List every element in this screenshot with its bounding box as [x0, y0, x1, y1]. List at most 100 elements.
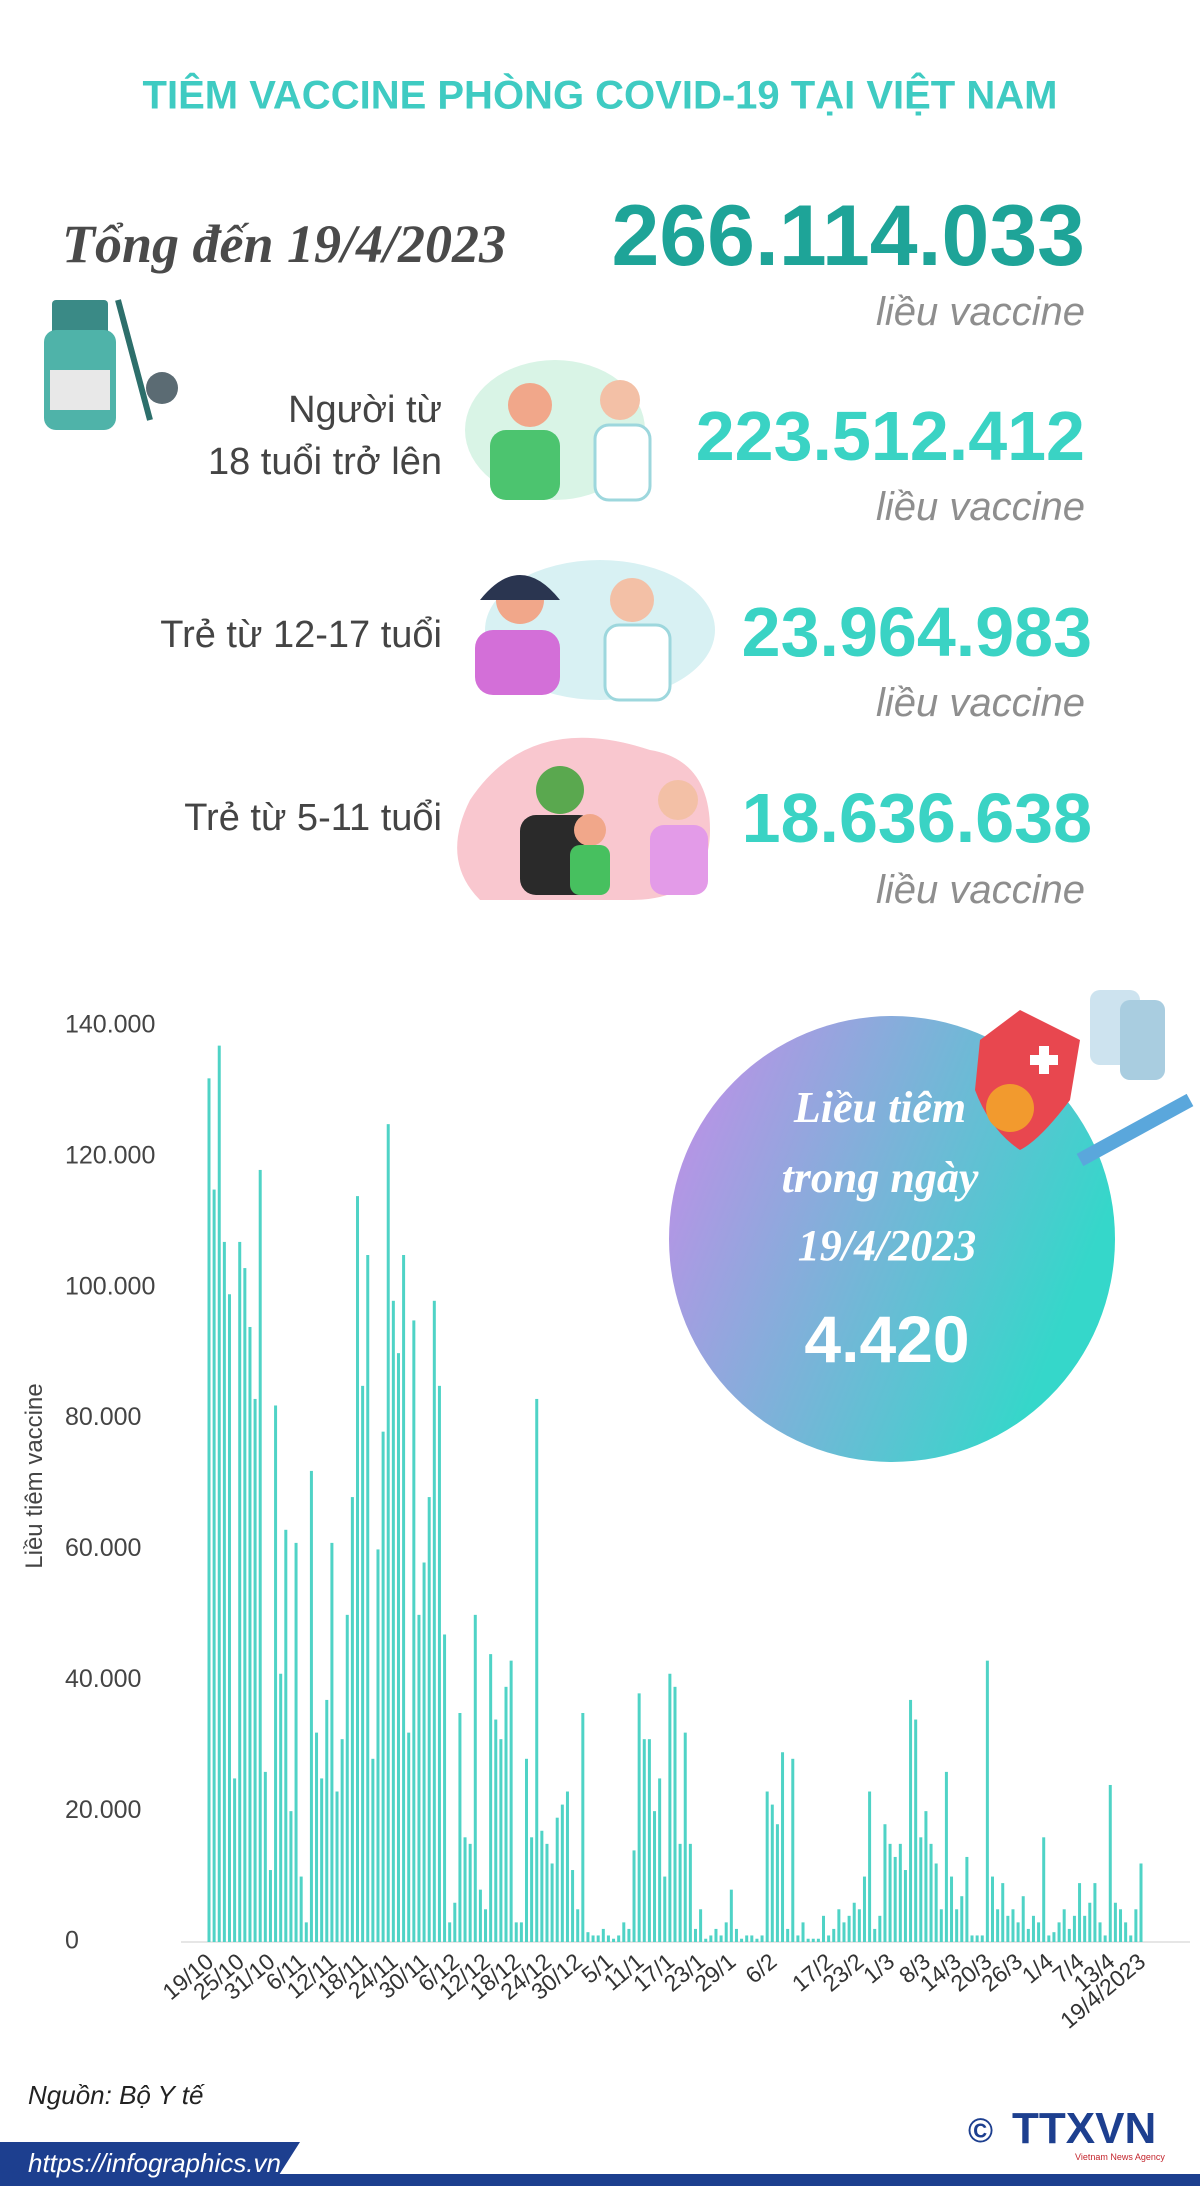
bar — [1042, 1837, 1046, 1942]
illustration-adults — [465, 360, 652, 502]
bar — [975, 1935, 979, 1942]
bar — [668, 1673, 672, 1942]
bar — [888, 1843, 892, 1942]
bar — [852, 1902, 856, 1942]
bar — [842, 1922, 846, 1942]
bar — [325, 1699, 329, 1942]
bar — [970, 1935, 974, 1942]
bar — [673, 1686, 677, 1942]
bar — [519, 1922, 523, 1942]
bar — [1083, 1915, 1087, 1942]
bar — [494, 1719, 498, 1942]
bar — [857, 1909, 861, 1942]
bar — [381, 1431, 385, 1942]
y-tick-label: 0 — [65, 1927, 79, 1955]
bar — [330, 1542, 334, 1942]
group-label: Trẻ từ 5-11 tuổi — [184, 797, 442, 839]
bar — [591, 1935, 595, 1942]
bar — [990, 1876, 994, 1942]
bar — [898, 1843, 902, 1942]
bar — [509, 1660, 513, 1942]
bar — [693, 1928, 697, 1942]
total-label: Tổng đến 19/4/2023 — [62, 214, 506, 274]
bar — [596, 1935, 600, 1942]
bar — [366, 1255, 370, 1942]
total-value: 266.114.033 — [611, 188, 1085, 284]
bar — [253, 1398, 257, 1942]
bar — [299, 1876, 303, 1942]
bar — [309, 1470, 313, 1942]
bar — [862, 1876, 866, 1942]
bar — [786, 1928, 790, 1942]
bar — [1011, 1909, 1015, 1942]
bar — [1016, 1922, 1020, 1942]
bar — [612, 1938, 616, 1942]
bar — [484, 1909, 488, 1942]
bar — [453, 1902, 457, 1942]
bar — [540, 1830, 544, 1942]
highlight-value: 4.420 — [804, 1302, 969, 1376]
bar — [617, 1935, 621, 1942]
bar — [524, 1758, 528, 1942]
y-tick-label: 140.000 — [65, 1011, 155, 1039]
bar — [514, 1922, 518, 1942]
bar — [919, 1837, 923, 1942]
bar — [550, 1863, 554, 1942]
group-value: 18.636.638 — [742, 779, 1092, 857]
bar — [499, 1739, 503, 1942]
bar — [606, 1935, 610, 1942]
bar — [939, 1909, 943, 1942]
bar — [1001, 1883, 1005, 1942]
bar — [806, 1938, 810, 1942]
bar — [391, 1300, 395, 1942]
footer-tab — [0, 2142, 300, 2186]
bar — [350, 1497, 354, 1942]
bar — [709, 1935, 713, 1942]
bar — [207, 1078, 211, 1942]
bar — [1103, 1935, 1107, 1942]
bar — [238, 1241, 242, 1942]
bar — [258, 1169, 262, 1942]
y-tick-label: 20.000 — [65, 1796, 141, 1824]
bar — [950, 1876, 954, 1942]
group-label: Người từ — [288, 389, 442, 431]
bar — [463, 1837, 467, 1942]
bar — [801, 1922, 805, 1942]
x-tick-label: 6/2 — [740, 1948, 781, 1988]
y-tick-label: 120.000 — [65, 1141, 155, 1169]
bar — [996, 1909, 1000, 1942]
bar — [714, 1928, 718, 1942]
bar — [402, 1255, 406, 1942]
bar — [893, 1856, 897, 1942]
bar — [1124, 1922, 1128, 1942]
bar — [530, 1837, 534, 1942]
bar — [279, 1673, 283, 1942]
group-label: 18 tuổi trở lên — [208, 441, 442, 483]
bar — [637, 1693, 641, 1942]
bar — [934, 1863, 938, 1942]
bar — [576, 1909, 580, 1942]
group-unit: liều vaccine — [876, 681, 1085, 725]
bar — [217, 1045, 221, 1942]
bar — [944, 1771, 948, 1942]
illustration-teens — [475, 560, 715, 702]
bar — [560, 1804, 564, 1942]
bar — [1067, 1928, 1071, 1942]
bar — [304, 1922, 308, 1942]
bar — [386, 1124, 390, 1942]
bar — [960, 1896, 964, 1942]
url[interactable]: https://infographics.vn — [28, 2148, 281, 2178]
bar — [929, 1843, 933, 1942]
bar — [268, 1870, 272, 1942]
bar — [719, 1935, 723, 1942]
bar — [212, 1189, 216, 1942]
bar — [458, 1713, 462, 1942]
bar — [233, 1778, 237, 1942]
source: Nguồn: Bộ Y tế — [28, 2080, 205, 2110]
logo-sub: Vietnam News Agency — [1075, 2152, 1165, 2162]
bar — [734, 1928, 738, 1942]
bar — [740, 1938, 744, 1942]
bar — [822, 1915, 826, 1942]
bar — [412, 1320, 416, 1942]
